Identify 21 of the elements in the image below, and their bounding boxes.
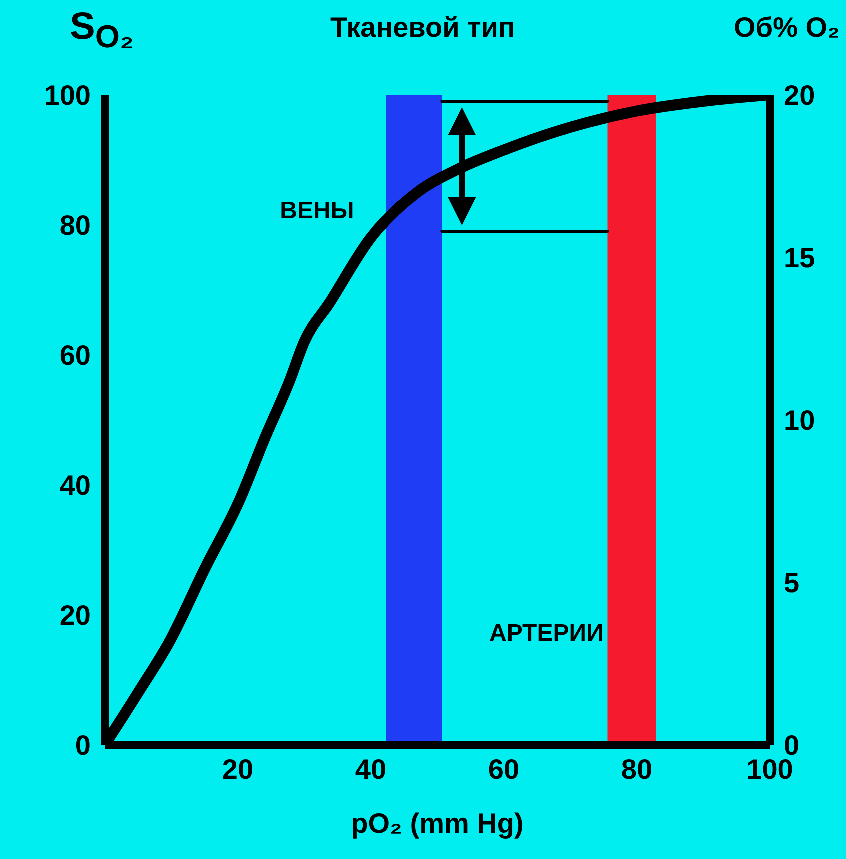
band-label: ВЕНЫ bbox=[280, 197, 354, 224]
y-tick-label: 0 bbox=[75, 730, 91, 761]
band-label: АРТЕРИИ bbox=[490, 620, 604, 647]
y2-tick-label: 15 bbox=[784, 242, 816, 274]
y2-tick-label: 0 bbox=[784, 730, 800, 761]
y2-tick-label: 5 bbox=[784, 567, 800, 598]
y2-axis-title: Об% O₂ bbox=[734, 12, 840, 44]
x-tick-label: 20 bbox=[222, 754, 254, 785]
y-tick-label: 100 bbox=[44, 80, 91, 111]
y2-tick-label: 20 bbox=[784, 80, 816, 111]
x-axis-title: pO₂ (mm Hg) bbox=[350, 808, 525, 840]
y-tick-label: 40 bbox=[60, 470, 91, 501]
chart-title: Тканевой тип bbox=[330, 12, 516, 43]
x-tick-label: 40 bbox=[355, 754, 387, 785]
y-axis-title: S$_{O₂}$ bbox=[70, 6, 134, 56]
y-tick-label: 20 bbox=[60, 600, 91, 631]
x-tick-label: 60 bbox=[488, 754, 520, 785]
y2-tick-label: 10 bbox=[784, 404, 816, 436]
y-tick-label: 80 bbox=[60, 210, 91, 241]
x-tick-label: 80 bbox=[621, 754, 653, 785]
y-tick-label: 60 bbox=[60, 340, 91, 371]
